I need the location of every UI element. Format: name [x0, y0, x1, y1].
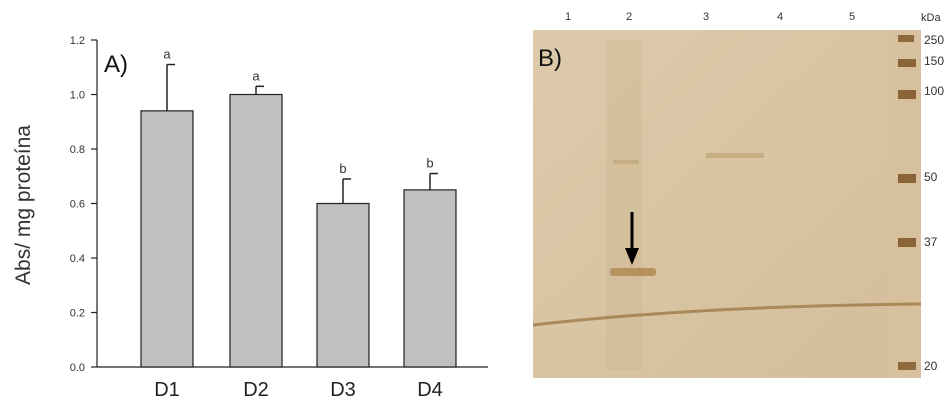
bar — [140, 110, 194, 368]
y-tick-label: 0.8 — [70, 144, 85, 156]
ladder-band-37 — [898, 238, 916, 247]
y-axis-label: Abs/ mg proteína — [12, 125, 35, 285]
y-tick-label: 0.4 — [70, 253, 85, 265]
marker-unit-label: kDa — [921, 12, 941, 24]
arrow-down-icon — [625, 212, 639, 265]
ladder-band-100 — [898, 90, 916, 99]
lane-label-1: 1 — [565, 11, 571, 23]
x-category-label: D4 — [417, 379, 443, 401]
lane-3-band — [706, 153, 764, 158]
ladder-band-150 — [898, 59, 916, 67]
y-tick-label: 0.0 — [70, 362, 85, 374]
marker-label-50: 50 — [924, 170, 938, 184]
lane-label-3: 3 — [703, 11, 709, 23]
panel-b-gel: B) 1 2 3 4 5 kDa 250 150 100 50 37 20 — [532, 11, 951, 378]
bar — [403, 189, 457, 368]
significance-letter: a — [163, 47, 171, 62]
x-category-label: D3 — [330, 379, 356, 401]
y-ticks: 0.0 0.2 0.4 0.6 0.8 1.0 1.2 — [70, 35, 97, 374]
significance-letter: b — [426, 156, 433, 171]
y-tick-label: 1.0 — [70, 90, 85, 102]
significance-letter: a — [252, 68, 260, 83]
x-category-label: D1 — [154, 379, 180, 401]
marker-label-20: 20 — [924, 359, 938, 373]
bar — [316, 202, 370, 368]
marker-label-area — [921, 30, 951, 378]
y-tick-label: 0.2 — [70, 308, 85, 320]
y-tick-label: 0.6 — [70, 199, 85, 211]
lane-2-faint-band — [613, 160, 639, 164]
marker-label-37: 37 — [924, 235, 938, 249]
panel-a-label: A) — [104, 51, 128, 78]
panel-b-label: B) — [538, 45, 562, 72]
significance-letter: b — [339, 161, 346, 176]
lane-2-target-band — [610, 268, 656, 276]
lane-label-2: 2 — [626, 11, 632, 23]
ladder-band-20 — [898, 362, 916, 370]
marker-label-150: 150 — [924, 54, 944, 68]
y-tick-label: 1.2 — [70, 35, 85, 47]
lane-label-4: 4 — [777, 11, 783, 23]
dye-front-line — [532, 302, 922, 327]
gel-background — [533, 30, 921, 378]
lane-label-5: 5 — [849, 11, 855, 23]
lane-2-streak — [606, 40, 642, 370]
panel-a-bar-chart: A) Abs/ mg proteína 0.0 0.2 0.4 0.6 0.8 1.0 1.… — [12, 35, 488, 401]
x-category-label: D2 — [243, 379, 269, 401]
marker-label-250: 250 — [924, 33, 944, 47]
marker-label-100: 100 — [924, 84, 944, 98]
ladder-band-50 — [898, 174, 916, 183]
ladder-band-250 — [898, 35, 914, 42]
ladder-lane — [887, 30, 921, 378]
bar — [229, 93, 283, 368]
bars: a D1 a D2 b D3 b D4 — [140, 47, 457, 401]
